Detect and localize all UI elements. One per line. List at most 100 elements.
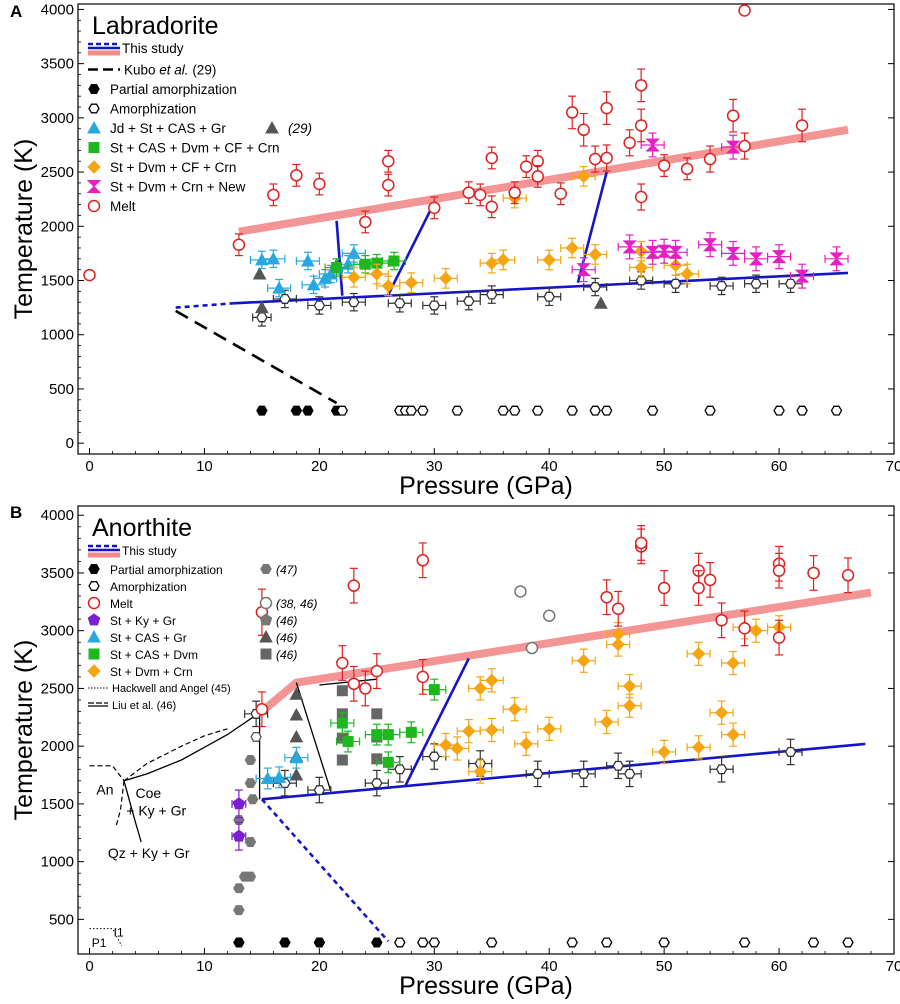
point-melt	[807, 566, 820, 580]
point-amorph	[612, 760, 624, 771]
y-tick-label: 3000	[41, 623, 74, 640]
legend-label: Kubo et al. (29)	[124, 63, 216, 78]
point-amorph	[531, 768, 544, 779]
point-melt	[634, 536, 648, 550]
legend-marker	[88, 103, 100, 114]
point-melt	[290, 169, 303, 182]
line-melt_thick	[238, 125, 849, 236]
point-amorph	[428, 300, 441, 311]
point-melt	[726, 109, 740, 122]
legend-entry-dvm: St + Dvm + Crn	[87, 664, 193, 679]
point-melt	[680, 162, 694, 176]
point-partial	[279, 937, 291, 948]
point-amorph_bottom	[658, 937, 670, 948]
legend-entry-this_study: This study	[88, 41, 184, 56]
point-dvm	[691, 647, 706, 661]
y-tick-label: 3500	[41, 565, 74, 582]
point-gray_circ	[525, 641, 539, 655]
legend-marker-ref	[259, 629, 273, 643]
point-amorph_bottom	[336, 405, 349, 416]
y-tick-label: 2000	[41, 738, 74, 755]
legend-marker	[87, 199, 101, 213]
point-amorph_bottom	[566, 405, 578, 416]
point-melt	[795, 119, 809, 132]
legend-label: St + CAS + Gr	[110, 631, 187, 645]
legend-label: Amorphization	[110, 102, 196, 117]
point-amorph	[635, 275, 647, 286]
x-tick-label: 50	[656, 458, 673, 475]
point-gray_sq	[336, 685, 348, 697]
point-dvm	[576, 169, 591, 184]
line-solid_blue	[261, 742, 866, 801]
legend-label: St + CAS + Dvm	[110, 648, 198, 662]
legend-marker	[87, 629, 101, 643]
point-dvm	[634, 260, 648, 275]
point-amorph	[394, 298, 406, 309]
legend-entry-new: St + Dvm + Crn + New	[86, 180, 246, 195]
legend-marker	[88, 142, 100, 153]
point-new	[668, 245, 683, 259]
legend-label: Amorphization	[110, 580, 187, 594]
point-cas	[289, 750, 304, 764]
point-melt	[634, 119, 648, 132]
point-amorph	[784, 278, 797, 289]
point-amorph_bottom	[830, 405, 843, 416]
point-dvm	[622, 699, 637, 713]
point-new	[771, 250, 787, 264]
panel-b: B 0 10 20 30 40 50 60 70 500 1000 1500 2000 2500 3000 3…	[10, 503, 900, 1000]
legend-entry-melt: Melt (38, 46)	[87, 596, 317, 611]
point-melt	[416, 670, 430, 684]
legend-entry-this_study: This study	[88, 544, 177, 558]
point-dvm	[404, 275, 419, 290]
legend-label: Melt	[110, 597, 133, 611]
legend-label: Melt	[110, 199, 136, 214]
point-amorph_bottom	[796, 405, 808, 416]
point-dvm	[450, 741, 464, 756]
point-melt	[657, 159, 671, 172]
point-jd	[301, 253, 315, 267]
point-amorph	[256, 312, 268, 323]
legend-label: Hackwell and Angel (45)	[112, 683, 231, 695]
point-amorph_bottom	[646, 405, 659, 416]
point-amorph_bottom	[405, 405, 418, 416]
point-new	[725, 246, 741, 260]
point-melt	[474, 188, 487, 202]
point-dvm	[542, 722, 556, 736]
legend-label: St + Dvm + CF + Crn	[110, 160, 236, 175]
legend-ref: (38, 46)	[276, 597, 317, 611]
point-amorph_bottom	[428, 937, 441, 948]
point-melt	[841, 569, 855, 582]
x-tick-label: 70	[886, 458, 900, 475]
point-partial	[313, 937, 326, 948]
line-blue2	[404, 657, 470, 786]
point-new	[576, 263, 591, 277]
legend-marker-ref	[260, 648, 272, 660]
legend-entry-cas: St + CAS + Dvm + CF + Crn	[88, 141, 280, 156]
legend-marker	[87, 664, 101, 678]
point-melt	[703, 152, 717, 166]
y-axis-label: Temperature (K)	[10, 640, 38, 821]
legend-marker	[87, 596, 101, 610]
point-gray_hex	[244, 837, 257, 847]
point-dvm_g	[405, 726, 417, 738]
point-amorph_bottom	[704, 405, 716, 416]
point-new	[748, 252, 764, 266]
point-melt	[267, 188, 280, 202]
point-jd	[266, 251, 281, 265]
point-melt	[772, 564, 786, 577]
legend-marker	[88, 581, 100, 591]
y-tick-label: 1500	[41, 796, 74, 813]
point-melt	[577, 123, 590, 137]
point-melt	[588, 152, 602, 166]
point-amorph	[463, 296, 475, 307]
legend-label-ital: et al.	[159, 63, 188, 78]
point-amorph	[543, 291, 555, 302]
point-amorph_bottom	[842, 937, 854, 948]
y-tick-label: 2500	[41, 164, 74, 181]
point-gray_tri	[289, 729, 304, 743]
point-amorph	[428, 751, 441, 762]
point-gray_tri	[289, 707, 304, 721]
point-melt	[738, 622, 751, 635]
point-amorph_bottom	[600, 937, 613, 948]
legend-marker	[86, 180, 102, 193]
